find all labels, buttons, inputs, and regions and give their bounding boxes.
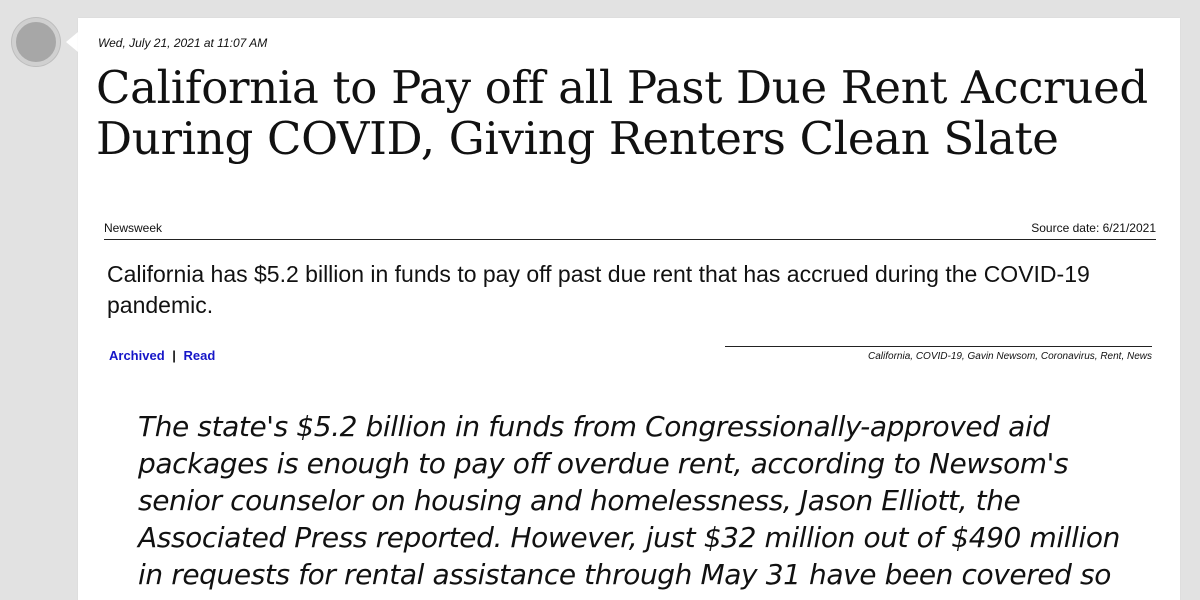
article-excerpt: The state's $5.2 billion in funds from C… bbox=[138, 410, 1120, 600]
article-tags: California, COVID-19, Gavin Newsom, Coro… bbox=[725, 346, 1152, 362]
source-date: Source date: 6/21/2021 bbox=[1031, 221, 1156, 235]
post-timestamp: Wed, July 21, 2021 at 11:07 AM bbox=[98, 36, 268, 50]
card-pointer-icon bbox=[66, 32, 78, 52]
avatar[interactable] bbox=[12, 18, 60, 66]
archived-link[interactable]: Archived bbox=[109, 348, 165, 363]
read-link[interactable]: Read bbox=[183, 348, 216, 363]
article-summary: California has $5.2 billion in funds to … bbox=[107, 261, 1090, 318]
article-links: Archived | Read bbox=[109, 348, 215, 363]
link-separator: | bbox=[172, 348, 176, 363]
source-row: Newsweek Source date: 6/21/2021 bbox=[104, 221, 1156, 240]
post-headline: California to Pay off all Past Due Rent … bbox=[96, 61, 1148, 165]
post-card: Wed, July 21, 2021 at 11:07 AM Californi… bbox=[78, 18, 1180, 600]
source-name: Newsweek bbox=[104, 221, 163, 235]
